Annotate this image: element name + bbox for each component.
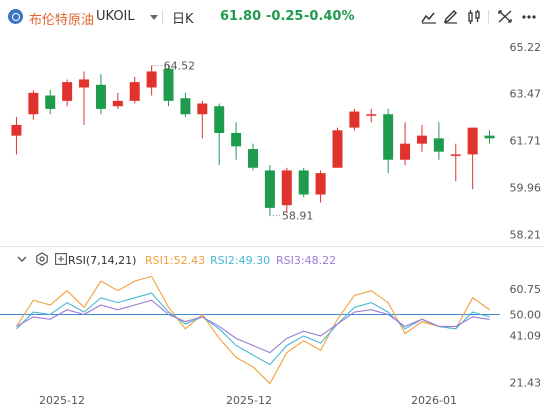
rsi-label: RSI(7,14,21)	[68, 254, 137, 267]
candle-body	[79, 79, 90, 88]
candle-body	[62, 82, 73, 101]
candle-body	[400, 143, 411, 160]
candle-body	[45, 95, 56, 109]
collapse-icon[interactable]	[15, 252, 29, 269]
candle-body	[95, 84, 106, 109]
price-change-pct: -0.40%	[304, 9, 355, 24]
indicator-settings-icon[interactable]	[35, 252, 49, 269]
candle-body	[163, 68, 174, 101]
price-tick-label: 59.96	[510, 182, 542, 195]
candle-body	[315, 173, 326, 195]
toolbar-divider	[162, 10, 163, 24]
candle-body	[146, 71, 157, 88]
candle-body	[180, 98, 191, 115]
candle-body	[28, 92, 39, 115]
candle-body	[197, 103, 208, 115]
brand-logo-icon	[8, 9, 23, 24]
price-tick-label: 58.21	[510, 228, 542, 241]
rsi-tick-label: 21.43	[510, 377, 542, 390]
candle-body	[248, 149, 258, 168]
candle-body	[366, 114, 377, 116]
price-tick-label: 63.47	[510, 88, 542, 101]
rsi2-value: RSI2:49.30	[210, 254, 271, 267]
chevron-down-icon[interactable]	[150, 15, 158, 20]
low-label: 58.91	[282, 210, 314, 223]
settings-icon[interactable]	[464, 8, 484, 26]
rsi-series-line-3	[16, 299, 490, 354]
toolbar-divider	[488, 10, 489, 24]
candlestick-chart[interactable]: 65.22 63.47 61.71 59.96 58.21 64.52 58.91	[0, 34, 544, 246]
pane-divider[interactable]	[0, 246, 544, 247]
candle-body	[264, 170, 275, 208]
x-tick-label: 2026-01	[411, 394, 457, 407]
candle-body	[214, 106, 225, 133]
high-label: 64.52	[164, 60, 196, 73]
rsi-header: RSI(7,14,21) RSI1:52.43 RSI2:49.30 RSI3:…	[0, 250, 544, 270]
rsi-tick-label: 50.00	[510, 309, 542, 322]
x-tick-label: 2025-12	[39, 394, 85, 407]
price-tick-label: 65.22	[510, 41, 542, 54]
candle-body	[383, 114, 394, 160]
x-tick-label: 2025-12	[226, 394, 272, 407]
expand-icon[interactable]	[495, 8, 515, 26]
rsi-chart[interactable]: 60.75 50.00 41.09 21.43 2025-12 2025-12 2026-0…	[0, 268, 544, 410]
candle-body	[281, 170, 292, 206]
candle-body	[484, 135, 495, 139]
rsi-tick-label: 41.09	[510, 330, 542, 343]
price-tick-label: 61.71	[510, 135, 542, 148]
indicator-menu-icon[interactable]	[55, 253, 67, 268]
rsi1-value: RSI1:52.43	[145, 254, 206, 267]
rsi-tick-label: 60.75	[510, 283, 542, 296]
candle-body	[11, 124, 22, 136]
last-price: 61.80	[220, 9, 262, 24]
chart-type-icon[interactable]	[419, 8, 439, 26]
period-selector[interactable]: 日K	[172, 12, 194, 27]
draw-icon[interactable]	[441, 8, 461, 26]
candle-body	[450, 154, 461, 156]
rsi3-value: RSI3:48.22	[276, 254, 337, 267]
rsi-series-line-1	[15, 275, 490, 385]
symbol-name[interactable]: 布伦特原油	[29, 13, 95, 28]
candle-body	[416, 135, 427, 144]
candle-body	[332, 130, 343, 168]
more-icon[interactable]	[519, 8, 539, 26]
candle-body	[349, 111, 360, 128]
symbol-code[interactable]: UKOIL	[96, 9, 135, 24]
price-change: -0.25	[266, 9, 304, 24]
candle-body	[231, 132, 242, 147]
candle-body	[433, 138, 444, 152]
candle-body	[298, 170, 309, 195]
candle-body	[112, 100, 123, 107]
candle-body	[467, 127, 478, 155]
rsi-series-line-2	[16, 292, 490, 366]
candle-body	[129, 82, 140, 101]
top-toolbar: 布伦特原油 UKOIL 日K 61.80 -0.25 -0.40%	[0, 0, 544, 34]
